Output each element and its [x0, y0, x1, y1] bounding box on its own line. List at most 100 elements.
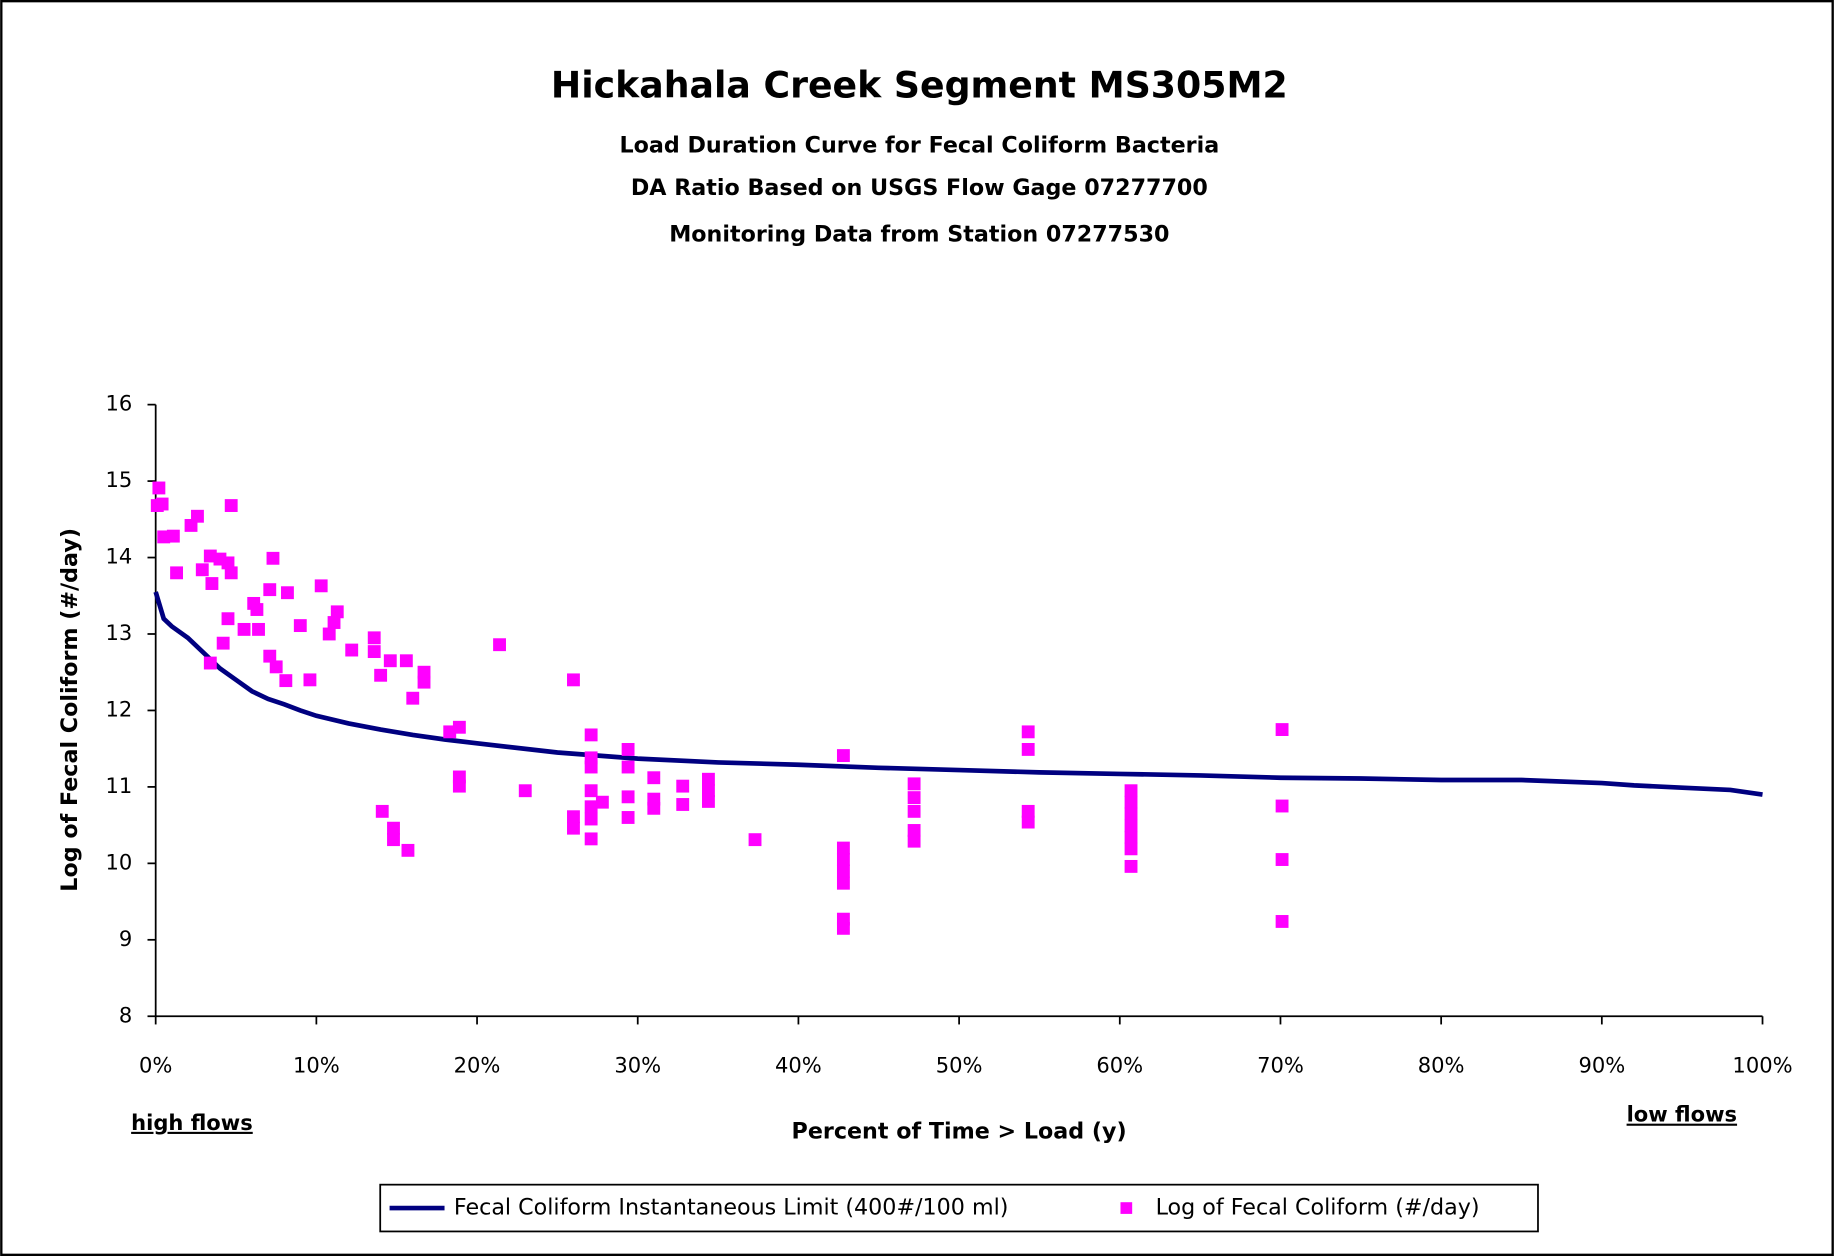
x-tick-label: 80% [1418, 1053, 1465, 1078]
data-point [584, 728, 598, 742]
data-point [1021, 743, 1035, 756]
data-point [401, 843, 415, 857]
legend-label: Fecal Coliform Instantaneous Limit (400#… [454, 1195, 1009, 1221]
data-point [676, 798, 690, 811]
legend-key [1120, 1202, 1133, 1214]
data-point [584, 760, 598, 774]
x-tick-label: 100% [1732, 1053, 1792, 1078]
data-point [250, 603, 264, 616]
y-tick-label: 13 [105, 620, 132, 645]
data-point [387, 821, 400, 835]
data-point [330, 605, 344, 619]
data-point [195, 563, 209, 577]
data-point [417, 665, 431, 679]
data-point [237, 622, 251, 636]
x-tick-label: 10% [293, 1053, 340, 1078]
data-point [1275, 853, 1289, 866]
x-tick-label: 50% [936, 1053, 983, 1078]
chart-subtitle: DA Ratio Based on USGS Flow Gage 0727770… [631, 175, 1208, 201]
x-tick-label: 20% [454, 1053, 501, 1078]
data-point [152, 481, 166, 495]
data-point [702, 772, 715, 786]
chart-subtitle: Monitoring Data from Station 07277530 [669, 222, 1169, 248]
data-point [452, 779, 466, 793]
data-point [1124, 830, 1138, 844]
data-point [584, 832, 598, 846]
y-tick-label: 8 [119, 1002, 132, 1027]
y-tick-label: 9 [119, 926, 132, 951]
data-point [155, 497, 169, 511]
y-tick-label: 16 [105, 391, 132, 416]
x-tick-label: 30% [614, 1053, 661, 1078]
data-point [417, 675, 431, 689]
data-point [567, 810, 580, 824]
data-point [224, 499, 238, 512]
data-point [263, 649, 277, 663]
data-point [621, 760, 635, 774]
data-point [322, 627, 336, 641]
data-point [374, 668, 388, 682]
x-axis-label: Percent of Time > Load (y) [792, 1119, 1127, 1145]
data-point [748, 833, 762, 847]
data-point [367, 631, 381, 645]
data-point [314, 579, 328, 593]
data-point [1124, 859, 1138, 873]
data-point [1124, 795, 1138, 809]
data-point [205, 577, 219, 590]
y-tick-label: 11 [105, 773, 132, 798]
data-point [518, 784, 532, 798]
data-point [399, 654, 413, 668]
data-point [166, 529, 180, 543]
data-point [702, 784, 715, 798]
data-point [303, 673, 317, 687]
y-tick-label: 14 [105, 544, 132, 569]
data-point [1021, 725, 1035, 739]
data-point [1275, 723, 1289, 736]
data-point [647, 801, 661, 815]
data-point [1124, 819, 1138, 833]
data-point [367, 645, 381, 659]
y-tick-label: 15 [105, 467, 132, 492]
data-point [1275, 799, 1289, 813]
data-point [224, 566, 238, 580]
data-point [452, 720, 466, 734]
data-point [269, 660, 283, 674]
data-point [836, 853, 850, 866]
annotation: high flows [131, 1110, 253, 1135]
data-point [907, 824, 921, 837]
data-point [595, 795, 609, 809]
data-point [907, 791, 921, 805]
y-axis-label: Log of Fecal Coliform (#/day) [57, 528, 83, 892]
data-point [907, 834, 921, 848]
data-point [621, 811, 635, 824]
data-point [836, 864, 850, 878]
chart-subtitle: Load Duration Curve for Fecal Coliform B… [619, 133, 1219, 159]
data-point [279, 674, 293, 688]
x-tick-label: 60% [1096, 1053, 1143, 1078]
x-tick-label: 70% [1257, 1053, 1304, 1078]
data-point [584, 800, 598, 814]
data-point [584, 812, 598, 826]
data-point [907, 777, 921, 791]
data-point [647, 771, 661, 785]
x-tick-label: 0% [139, 1053, 172, 1078]
data-point [567, 673, 580, 687]
data-point [1275, 915, 1289, 928]
data-point [621, 790, 635, 804]
data-point [387, 833, 400, 847]
data-point [383, 654, 397, 668]
legend-box [379, 1183, 1539, 1233]
data-point [281, 586, 294, 600]
x-tick-label: 90% [1578, 1053, 1625, 1078]
data-point [203, 656, 217, 670]
data-point [216, 636, 230, 650]
data-point [702, 794, 715, 808]
data-point [907, 804, 921, 818]
data-point [676, 779, 690, 793]
data-point [327, 616, 341, 629]
data-point [252, 622, 265, 636]
data-point [1124, 807, 1138, 821]
data-point [836, 876, 850, 890]
data-point [221, 612, 235, 626]
data-point [1021, 804, 1035, 818]
